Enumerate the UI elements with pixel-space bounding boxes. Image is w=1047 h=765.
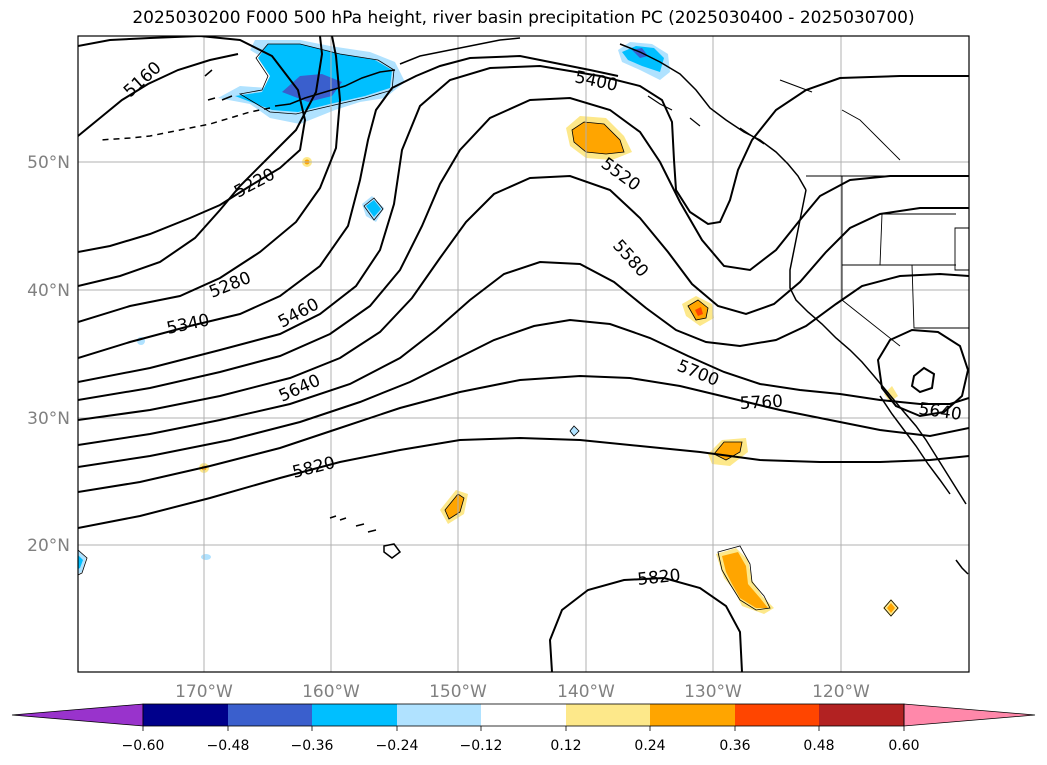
colorbar-tick-label: −0.24 — [376, 738, 419, 754]
colorbar-tick-label: −0.48 — [207, 738, 250, 754]
coastlines — [99, 37, 969, 575]
anomaly-outlines — [78, 43, 899, 617]
contour-5820-high — [548, 576, 743, 672]
map-frame — [77, 35, 970, 673]
lon-label: 140°W — [557, 682, 615, 702]
colorbar-tick-label: 0.60 — [888, 738, 919, 754]
colorbar-tick-label: 0.24 — [634, 738, 665, 754]
lat-label: 50°N — [27, 153, 70, 173]
negative-anomaly-small-3 — [570, 427, 578, 435]
contour-5640 — [78, 318, 969, 468]
colorbar-segment — [819, 704, 904, 726]
colorbar-under-arrow — [11, 703, 144, 727]
map-area — [78, 36, 969, 672]
lat-label: 30°N — [27, 409, 70, 429]
latitude-labels: 50°N 40°N 30°N 20°N — [27, 153, 70, 556]
contour-5400 — [78, 64, 969, 383]
contour-5580 — [78, 260, 969, 446]
positive-anomaly-7 — [884, 386, 898, 402]
colorbar-segment — [650, 704, 735, 726]
longitude-labels: 170°W 160°W 150°W 140°W 130°W 120°W — [175, 682, 870, 702]
colorbar-segment — [566, 704, 650, 726]
contour-label: 5760 — [739, 392, 783, 414]
contour-5220 — [78, 36, 324, 287]
colorbar-over-arrow — [903, 703, 1036, 727]
contour-5340 — [78, 54, 619, 359]
lon-label: 170°W — [175, 682, 233, 702]
contour-southwest-low-inner — [910, 366, 936, 394]
contour-label: 5820 — [636, 566, 681, 590]
lat-label: 20°N — [27, 536, 70, 556]
contour-southwest-low — [876, 328, 969, 418]
contour-5520 — [78, 174, 969, 421]
colorbar-tick-label: 0.36 — [719, 738, 750, 754]
negative-anomaly-small-4 — [201, 554, 211, 560]
colorbar-tick-label: 0.12 — [550, 738, 581, 754]
precip-shading — [78, 40, 899, 617]
colorbar-segment — [312, 704, 397, 726]
colorbar-segment — [735, 704, 819, 726]
colorbar: −0.60 −0.48 −0.36 −0.24 −0.12 0.12 0.24 … — [11, 703, 1036, 754]
lon-label: 160°W — [302, 682, 360, 702]
colorbar-tick-label: −0.60 — [122, 738, 165, 754]
colorbar-tick-label: −0.36 — [291, 738, 334, 754]
contour-5760 — [78, 436, 969, 529]
height-contours — [78, 36, 969, 672]
colorbar-segment — [228, 704, 312, 726]
colorbar-frame — [142, 703, 905, 727]
colorbar-segment — [143, 704, 228, 726]
contour-5160 — [78, 53, 239, 137]
contour-aleutian-low — [78, 36, 307, 253]
colorbar-segment — [397, 704, 481, 726]
contour-5460 — [78, 96, 969, 401]
colorbar-ticks — [142, 726, 905, 731]
colorbar-segment — [481, 704, 566, 726]
contour-5700 — [78, 374, 969, 493]
colorbar-tick-label: −0.12 — [460, 738, 503, 754]
lon-label: 150°W — [429, 682, 487, 702]
contour-5280 — [78, 36, 342, 323]
colorbar-tick-label: 0.48 — [803, 738, 834, 754]
lat-label: 40°N — [27, 281, 70, 301]
lon-label: 120°W — [812, 682, 870, 702]
lon-label: 130°W — [684, 682, 742, 702]
map-title: 2025030200 F000 500 hPa height, river ba… — [132, 8, 915, 28]
